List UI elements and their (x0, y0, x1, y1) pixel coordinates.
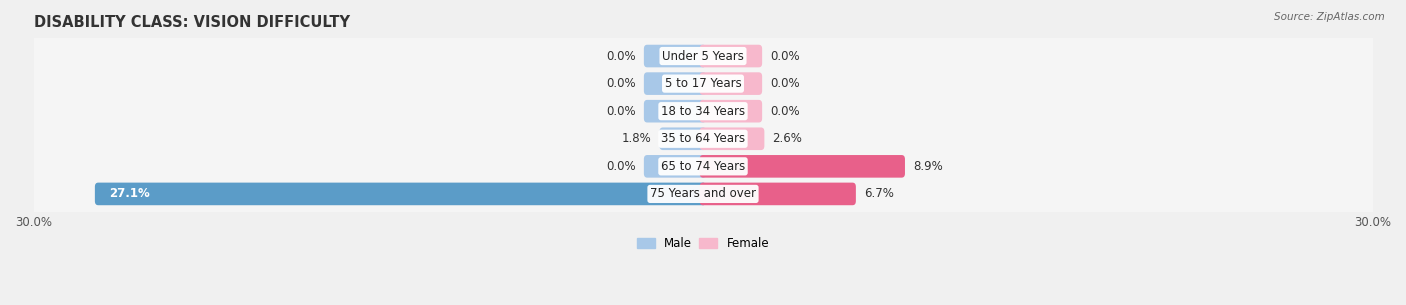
FancyBboxPatch shape (659, 127, 706, 150)
Text: 0.0%: 0.0% (606, 49, 636, 63)
FancyBboxPatch shape (20, 91, 1386, 132)
FancyBboxPatch shape (644, 45, 706, 67)
Text: DISABILITY CLASS: VISION DIFFICULTY: DISABILITY CLASS: VISION DIFFICULTY (34, 15, 350, 30)
FancyBboxPatch shape (24, 147, 1382, 186)
Text: 0.0%: 0.0% (606, 105, 636, 118)
FancyBboxPatch shape (20, 35, 1386, 77)
FancyBboxPatch shape (94, 183, 706, 205)
Text: 35 to 64 Years: 35 to 64 Years (661, 132, 745, 145)
FancyBboxPatch shape (700, 100, 762, 123)
FancyBboxPatch shape (24, 64, 1382, 103)
FancyBboxPatch shape (700, 183, 856, 205)
FancyBboxPatch shape (700, 155, 905, 178)
Text: 0.0%: 0.0% (770, 77, 800, 90)
FancyBboxPatch shape (20, 146, 1386, 187)
FancyBboxPatch shape (700, 72, 762, 95)
FancyBboxPatch shape (20, 63, 1386, 104)
Text: 65 to 74 Years: 65 to 74 Years (661, 160, 745, 173)
Text: 2.6%: 2.6% (772, 132, 801, 145)
Text: 0.0%: 0.0% (606, 77, 636, 90)
Text: 0.0%: 0.0% (770, 105, 800, 118)
FancyBboxPatch shape (700, 127, 765, 150)
Text: 75 Years and over: 75 Years and over (650, 187, 756, 200)
Text: 0.0%: 0.0% (770, 49, 800, 63)
Text: Under 5 Years: Under 5 Years (662, 49, 744, 63)
FancyBboxPatch shape (700, 45, 762, 67)
FancyBboxPatch shape (24, 119, 1382, 158)
FancyBboxPatch shape (24, 92, 1382, 131)
Text: 27.1%: 27.1% (110, 187, 150, 200)
FancyBboxPatch shape (644, 100, 706, 123)
Text: 5 to 17 Years: 5 to 17 Years (665, 77, 741, 90)
Text: 6.7%: 6.7% (863, 187, 894, 200)
Text: Source: ZipAtlas.com: Source: ZipAtlas.com (1274, 12, 1385, 22)
Text: 18 to 34 Years: 18 to 34 Years (661, 105, 745, 118)
FancyBboxPatch shape (644, 72, 706, 95)
Legend: Male, Female: Male, Female (633, 232, 773, 255)
Text: 1.8%: 1.8% (621, 132, 651, 145)
Text: 0.0%: 0.0% (606, 160, 636, 173)
Text: 8.9%: 8.9% (912, 160, 942, 173)
FancyBboxPatch shape (644, 155, 706, 178)
FancyBboxPatch shape (24, 174, 1382, 213)
FancyBboxPatch shape (24, 37, 1382, 76)
FancyBboxPatch shape (20, 118, 1386, 160)
FancyBboxPatch shape (20, 173, 1386, 215)
